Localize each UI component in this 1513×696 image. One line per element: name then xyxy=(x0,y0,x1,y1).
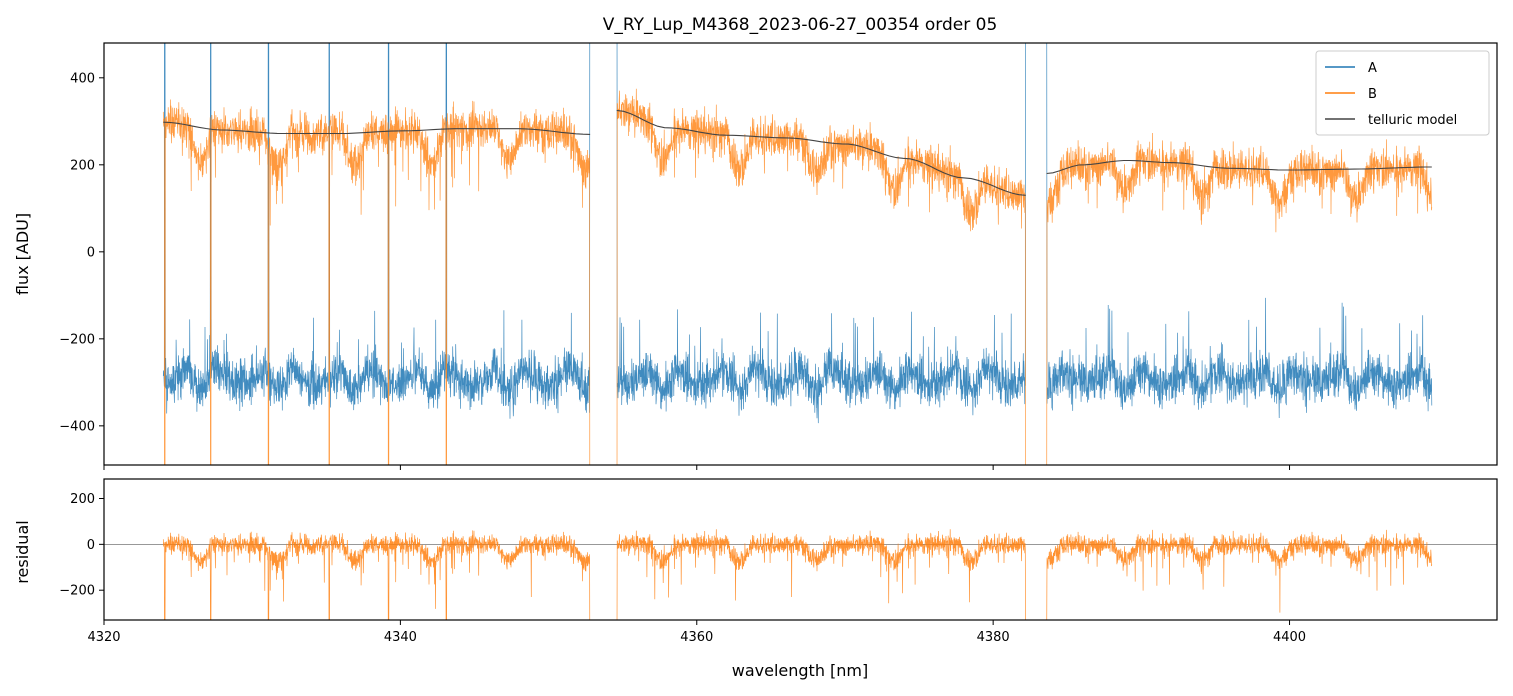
y-tick-label: 200 xyxy=(70,492,95,507)
series-b-line-segment-2 xyxy=(616,88,1026,465)
bottom-y-axis-label: residual xyxy=(13,520,32,583)
residual-line-segment-3 xyxy=(1046,529,1433,620)
top-y-axis-label: flux [ADU] xyxy=(13,213,32,295)
y-tick-label: −200 xyxy=(59,332,95,347)
x-tick-label: 4360 xyxy=(680,630,713,645)
y-tick-label: 0 xyxy=(87,538,95,553)
x-tick-label: 4400 xyxy=(1273,630,1306,645)
series-a-line-segment-1 xyxy=(162,43,591,419)
x-tick-label: 4340 xyxy=(384,630,417,645)
series-a-line-segment-2 xyxy=(616,43,1026,424)
legend-box xyxy=(1315,50,1490,136)
legend: A B telluric model xyxy=(1315,50,1490,136)
series-b-line-segment-3 xyxy=(1046,132,1433,465)
chart-title: V_RY_Lup_M4368_2023-06-27_00354 order 05 xyxy=(603,15,998,35)
bottom-x-axis: 4320 4340 4360 4380 4400 xyxy=(87,620,1306,645)
top-y-axis: −400 −200 0 200 400 xyxy=(59,71,104,434)
x-tick-label: 4320 xyxy=(87,630,120,645)
bottom-y-axis: −200 0 200 xyxy=(59,492,104,599)
residual-line-segment-1 xyxy=(162,530,591,620)
top-panel: V_RY_Lup_M4368_2023-06-27_00354 order 05… xyxy=(13,15,1498,470)
bottom-axes-frame xyxy=(103,478,1498,621)
y-tick-label: 400 xyxy=(70,71,95,86)
y-tick-label: 200 xyxy=(70,158,95,173)
bottom-panel: −200 0 200 4320 4340 4360 4380 4400 residual w… xyxy=(13,478,1498,680)
legend-label-b: B xyxy=(1368,87,1377,102)
top-plot-area xyxy=(162,43,1433,465)
series-b-line-segment-1 xyxy=(162,99,591,465)
telluric-model-line-segment-1 xyxy=(163,121,591,135)
y-tick-label: −400 xyxy=(59,419,95,434)
legend-label-a: A xyxy=(1368,61,1377,76)
residual-line-segment-2 xyxy=(616,529,1026,620)
legend-label-telluric: telluric model xyxy=(1368,113,1457,128)
bottom-plot-area xyxy=(104,529,1497,620)
top-axes-frame xyxy=(103,42,1498,466)
y-tick-label: 0 xyxy=(87,245,95,260)
telluric-model-line-segment-2 xyxy=(616,109,1026,196)
top-x-axis xyxy=(103,465,1291,470)
telluric-model-line-segment-3 xyxy=(1046,159,1432,175)
y-tick-label: −200 xyxy=(59,584,95,599)
series-a-line-segment-3 xyxy=(1046,43,1433,419)
x-tick-label: 4380 xyxy=(977,630,1010,645)
x-axis-label: wavelength [nm] xyxy=(732,661,869,680)
